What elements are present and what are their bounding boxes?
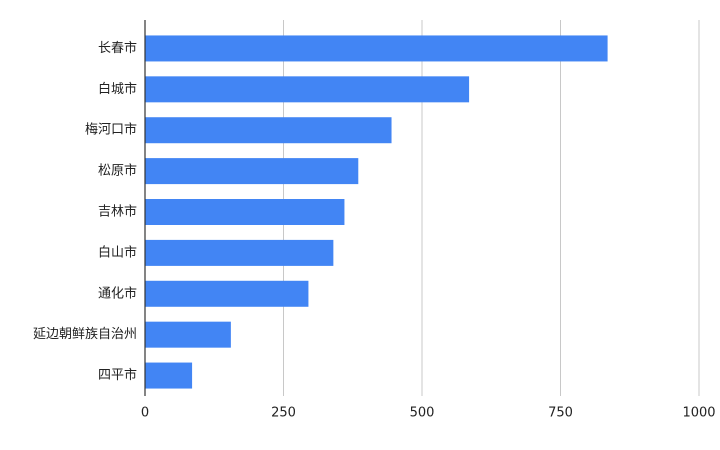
x-tick-label: 250 xyxy=(271,406,296,421)
y-tick-label: 白城市 xyxy=(98,81,137,97)
bar xyxy=(145,117,392,144)
y-tick-label: 通化市 xyxy=(98,285,137,301)
y-tick-label: 吉林市 xyxy=(98,204,137,220)
bar xyxy=(145,199,345,225)
bar xyxy=(145,76,470,103)
x-tick-label: 750 xyxy=(548,406,573,421)
bar xyxy=(145,362,193,389)
bar xyxy=(145,280,309,307)
y-tick-label: 松原市 xyxy=(98,163,137,179)
bar xyxy=(145,158,359,185)
bar xyxy=(145,321,231,348)
x-tick-label: 500 xyxy=(410,406,435,421)
bar xyxy=(145,35,608,62)
y-tick-label: 白山市 xyxy=(98,244,137,260)
y-tick-label: 梅河口市 xyxy=(85,122,137,138)
y-tick-label: 延边朝鲜族自治州 xyxy=(33,326,137,342)
x-tick-label: 0 xyxy=(141,406,149,421)
y-tick-label: 长春市 xyxy=(98,40,137,56)
x-tick-label: 1000 xyxy=(682,406,715,421)
y-tick-label: 四平市 xyxy=(98,367,137,383)
bar xyxy=(145,239,334,266)
